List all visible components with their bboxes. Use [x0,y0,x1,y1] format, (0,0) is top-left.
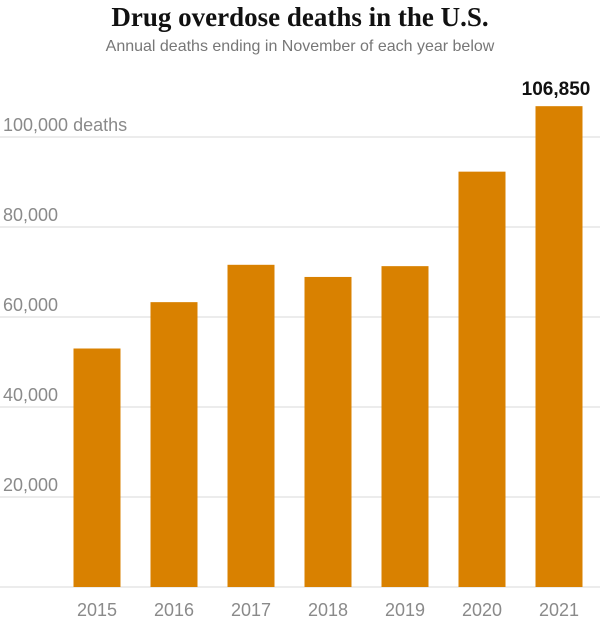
bars [73,106,583,588]
chart-subtitle: Annual deaths ending in November of each… [105,38,495,55]
y-tick-label: 20,000 [3,475,58,495]
bar-2021 [535,106,583,588]
data-labels: 106,850 [522,79,591,100]
x-tick-label: 2020 [462,600,502,620]
bar-2016 [150,302,198,587]
x-tick-label: 2017 [231,600,271,620]
x-tick-label: 2018 [308,600,348,620]
y-tick-label: 100,000 deaths [3,115,127,135]
y-tick-label: 60,000 [3,295,58,315]
chart-title: Drug overdose deaths in the U.S. [111,2,489,32]
x-tick-label: 2021 [539,600,579,620]
x-tick-label: 2015 [77,600,117,620]
y-tick-labels: 20,000 40,000 60,000 80,000 100,000 deaths [3,115,127,495]
data-label-2021: 106,850 [522,79,591,100]
bar-2020 [458,171,506,587]
x-tick-label: 2019 [385,600,425,620]
y-tick-label: 40,000 [3,385,58,405]
y-tick-label: 80,000 [3,205,58,225]
bar-2019 [381,266,429,587]
bar-2015 [73,348,121,587]
x-tick-labels: 2015 2016 2017 2018 2019 2020 2021 [77,600,579,620]
x-tick-label: 2016 [154,600,194,620]
bar-2018 [304,276,352,587]
bar-2017 [227,264,275,587]
